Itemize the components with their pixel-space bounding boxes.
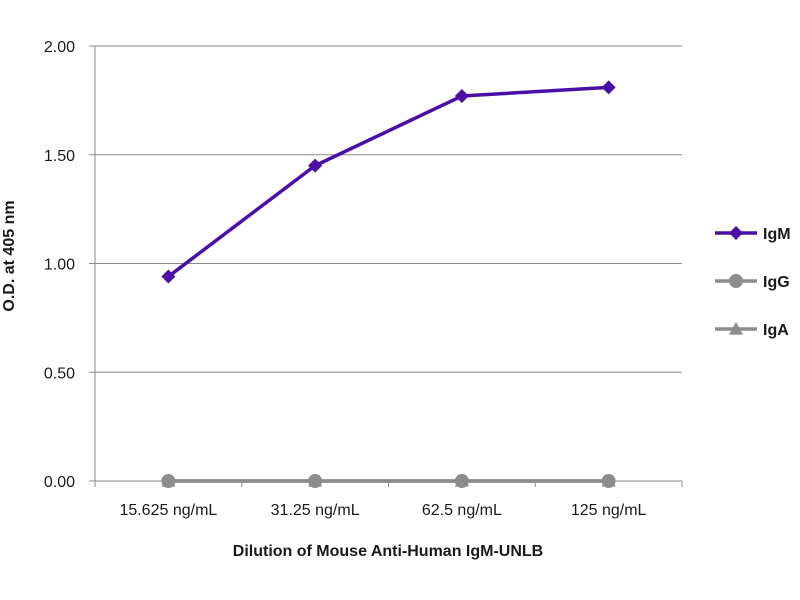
- x-tick-label: 62.5 ng/mL: [422, 502, 502, 519]
- legend-marker: [729, 274, 743, 288]
- legend-label: IgA: [763, 322, 789, 339]
- y-tick-label: 1.00: [44, 257, 75, 274]
- legend-entry-iga: IgA: [715, 322, 789, 339]
- x-tick-label: 31.25 ng/mL: [271, 502, 360, 519]
- axis-layer: [89, 45, 683, 487]
- series-igm: [161, 80, 616, 284]
- ticks-layer: 0.00 0.50 1.00 1.50 2.00 15.625 ng/mL 31.25 ng…: [44, 39, 647, 519]
- y-axis-title: O.D. at 405 nm: [1, 200, 18, 311]
- legend-marker: [729, 226, 743, 240]
- x-tick-label: 125 ng/mL: [571, 502, 647, 519]
- y-tick-label: 0.50: [44, 365, 75, 382]
- data-point-igm: [454, 89, 469, 104]
- data-point-igm: [308, 158, 323, 173]
- legend-entry-igm: IgM: [715, 226, 791, 243]
- legend: IgM IgG IgA: [715, 226, 791, 339]
- grid-layer: [95, 45, 682, 373]
- legend-label: IgG: [763, 274, 790, 291]
- legend-entry-igg: IgG: [715, 274, 790, 291]
- legend-marker: [729, 322, 743, 335]
- x-tick-label: 15.625 ng/mL: [119, 502, 217, 519]
- series-igg: [161, 474, 616, 488]
- x-axis-title: Dilution of Mouse Anti-Human IgM-UNLB: [233, 543, 543, 560]
- y-tick-label: 1.50: [44, 148, 75, 165]
- data-point-igg: [454, 474, 469, 488]
- series-layer: [161, 80, 616, 488]
- y-tick-label: 2.00: [44, 39, 75, 56]
- data-point-igg: [161, 474, 176, 488]
- legend-label: IgM: [763, 226, 791, 243]
- data-point-igg: [308, 474, 323, 488]
- series-line-igm: [167, 85, 609, 278]
- data-point-igg: [601, 474, 616, 488]
- y-tick-label: 0.00: [44, 474, 75, 491]
- data-point-igm: [161, 269, 176, 284]
- data-point-igm: [601, 80, 616, 95]
